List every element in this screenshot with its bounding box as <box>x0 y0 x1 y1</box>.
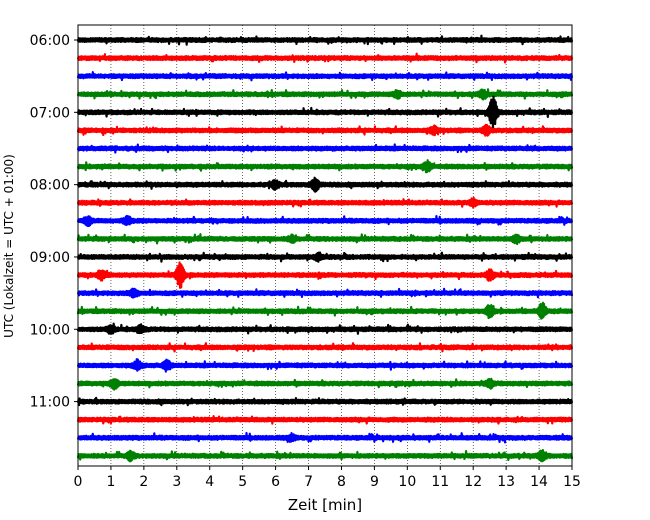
trace-0900 <box>76 251 574 263</box>
x-axis-ticks: 0 1 2 3 4 5 6 7 8 9 10 11 12 13 14 15 <box>74 466 581 490</box>
trace-1115 <box>76 415 574 425</box>
x-tick-label: 12 <box>464 474 482 490</box>
x-tick-label: 10 <box>398 474 416 490</box>
x-tick-label: 13 <box>497 474 515 490</box>
x-tick-label: 15 <box>563 474 581 490</box>
y-tick-label: 07:00 <box>30 105 70 121</box>
y-tick-label: 08:00 <box>30 178 70 194</box>
trace-0945 <box>76 301 574 320</box>
plot-frame <box>77 24 573 467</box>
x-tick-label: 5 <box>238 474 247 490</box>
trace-0915 <box>76 261 574 289</box>
x-tick-label: 9 <box>370 474 379 490</box>
trace-0815 <box>76 196 574 209</box>
y-tick-label: 10:00 <box>30 322 70 338</box>
trace-1000 <box>76 322 574 335</box>
trace-0930 <box>76 287 574 299</box>
y-axis-ticks: 06:00 07:00 08:00 09:00 10:00 11:00 <box>30 33 78 411</box>
x-tick-label: 4 <box>205 474 214 490</box>
trace-0800 <box>76 176 574 193</box>
trace-0600 <box>76 34 574 46</box>
trace-0630 <box>76 71 574 82</box>
trace-0700 <box>76 95 574 131</box>
trace-0730 <box>76 143 574 154</box>
seismogram-traces <box>76 34 574 463</box>
trace-0715 <box>76 123 574 137</box>
trace-1145 <box>76 448 574 463</box>
trace-1015 <box>76 342 574 353</box>
trace-0615 <box>76 52 574 64</box>
y-tick-label: 09:00 <box>30 250 70 266</box>
trace-0845 <box>76 233 574 246</box>
x-tick-label: 0 <box>74 474 83 490</box>
x-tick-label: 8 <box>337 474 346 490</box>
x-axis-label: Zeit [min] <box>288 496 362 514</box>
trace-1030 <box>76 358 574 373</box>
trace-0745 <box>76 159 574 174</box>
y-tick-label: 11:00 <box>30 395 70 411</box>
y-axis-label: UTC (Lokalzeit = UTC + 01:00) <box>2 154 16 338</box>
x-tick-label: 3 <box>172 474 181 490</box>
x-tick-label: 1 <box>106 474 115 490</box>
trace-1100 <box>76 396 574 407</box>
trace-0645 <box>76 88 574 101</box>
y-tick-label: 06:00 <box>30 33 70 49</box>
trace-0830 <box>76 214 574 228</box>
x-tick-label: 14 <box>530 474 548 490</box>
x-tick-label: 11 <box>431 474 449 490</box>
trace-1130 <box>76 431 574 444</box>
trace-1045 <box>76 377 574 391</box>
x-tick-label: 7 <box>304 474 313 490</box>
x-tick-label: 6 <box>271 474 280 490</box>
x-tick-label: 2 <box>139 474 148 490</box>
